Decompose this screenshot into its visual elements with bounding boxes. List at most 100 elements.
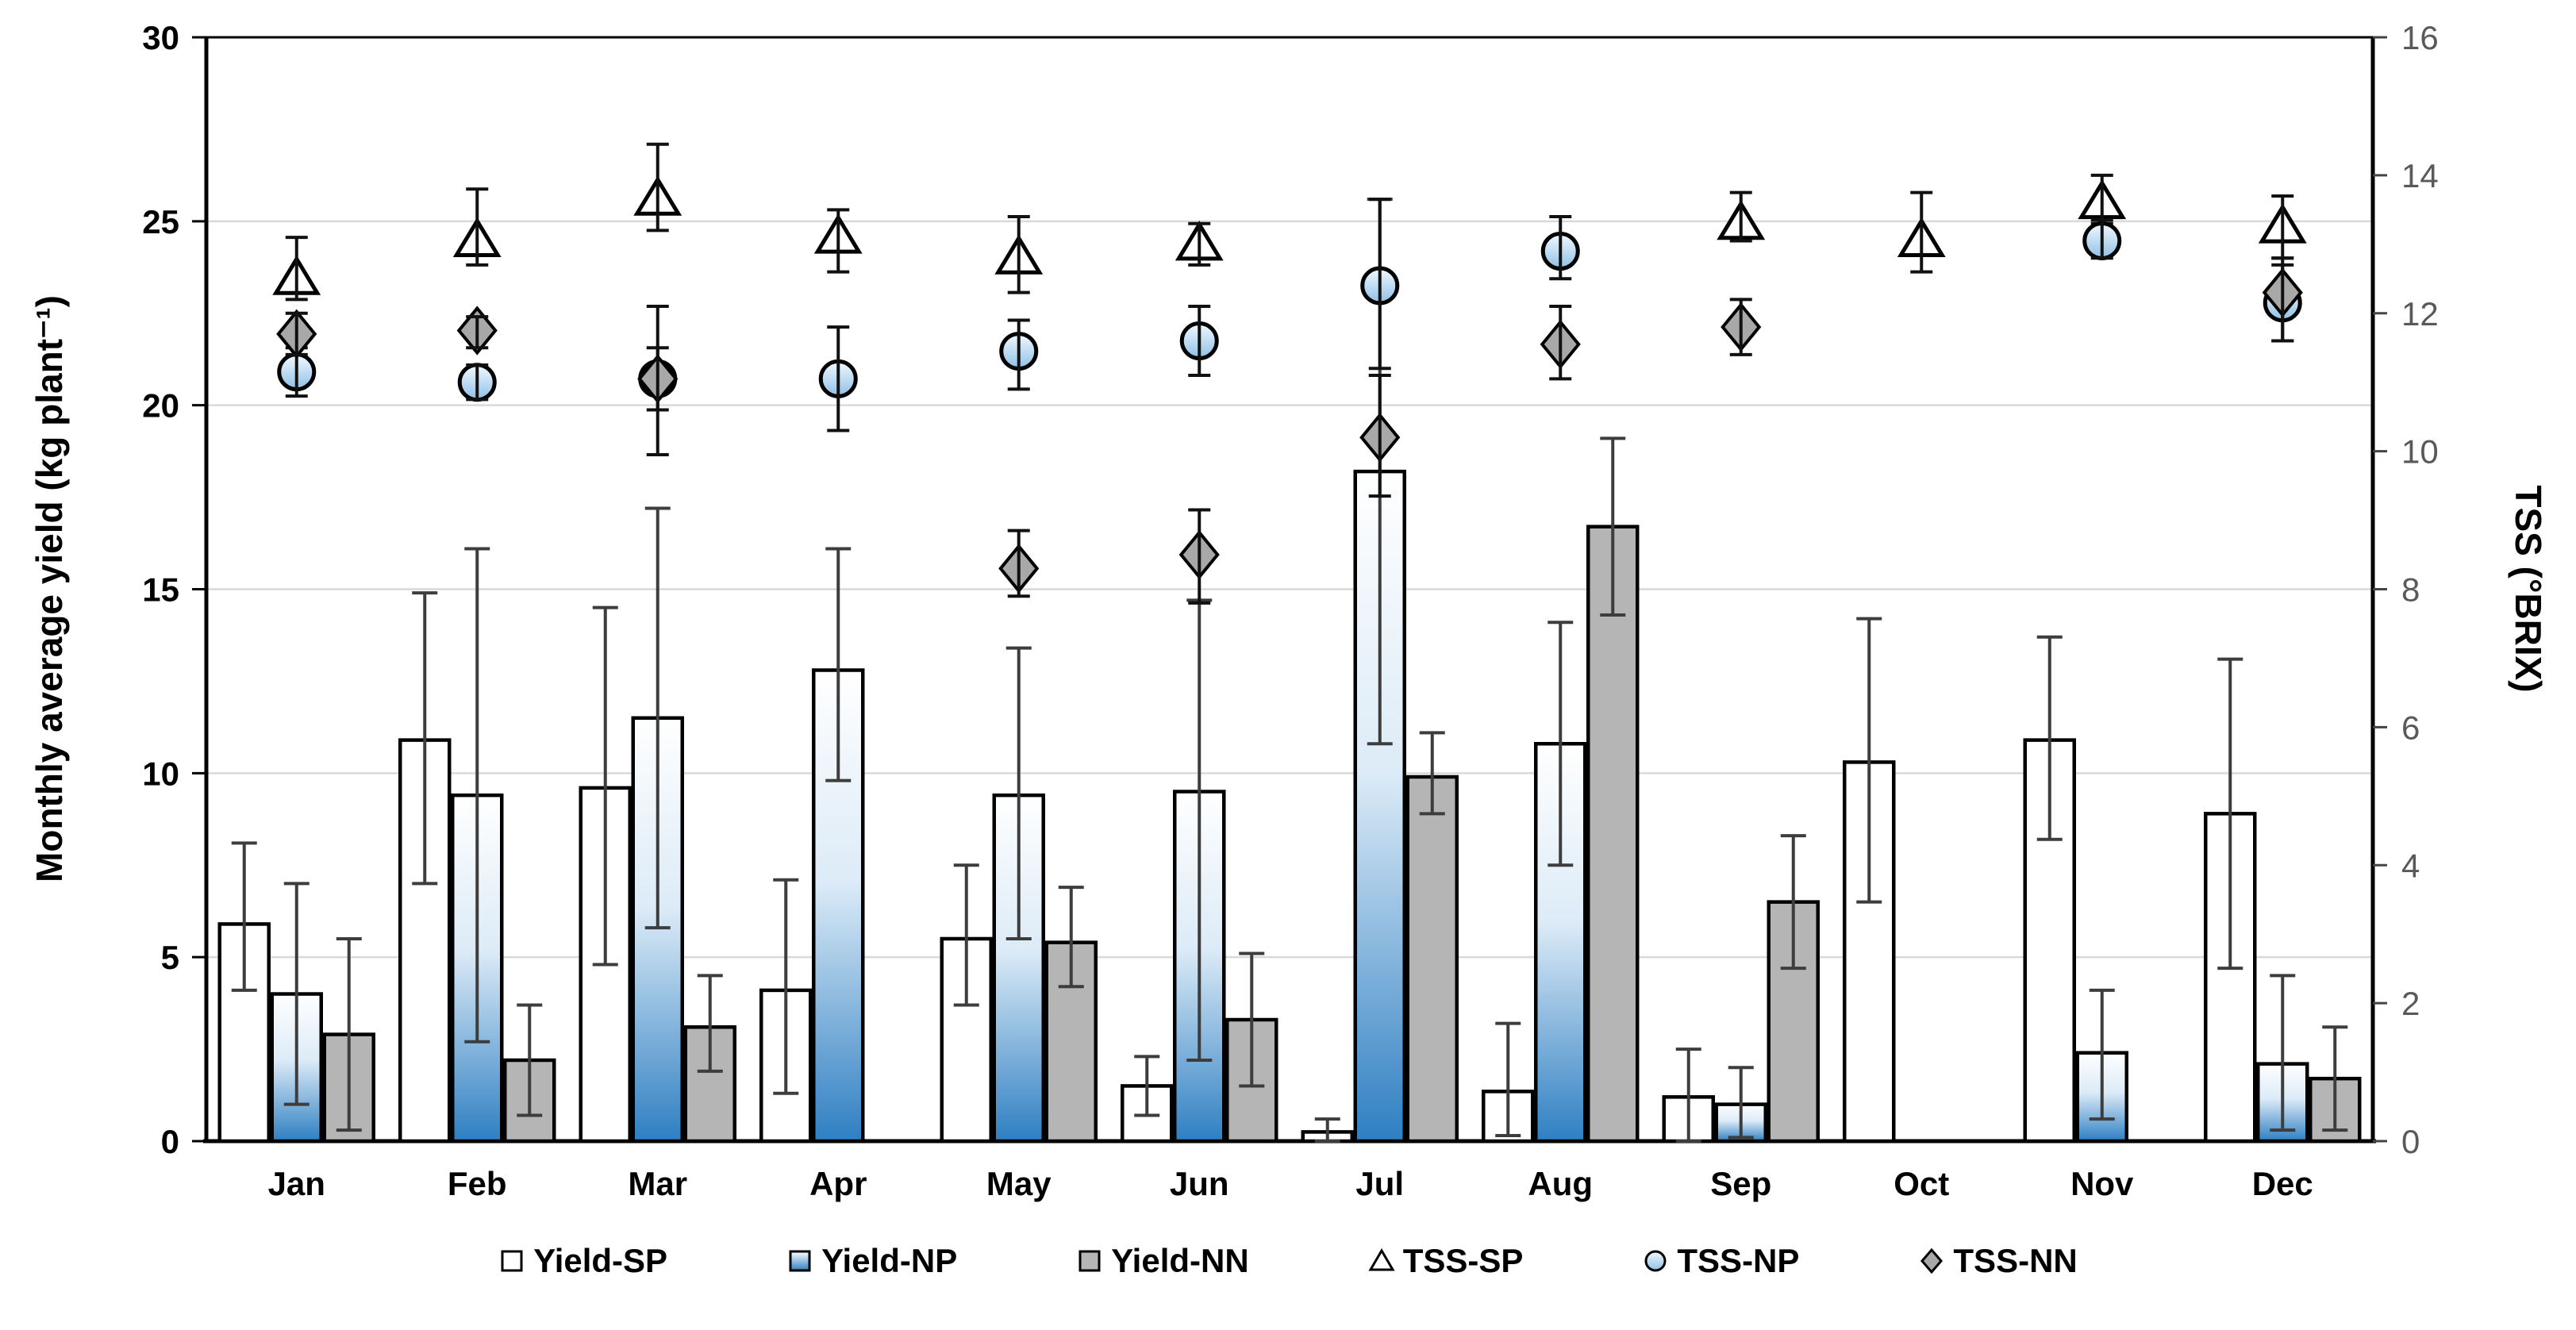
error-bar <box>231 841 257 992</box>
error-bar <box>1368 373 1391 498</box>
legend-circle-icon <box>1644 1250 1667 1272</box>
error-bar <box>697 974 723 1073</box>
left-axis-tick-label: 30 <box>142 19 179 56</box>
error-bar <box>1134 1055 1160 1117</box>
error-bar <box>283 882 310 1106</box>
error-bar <box>466 187 489 267</box>
error-bar <box>1548 621 1574 867</box>
legend-item-tss-nn: TSS-NN <box>1918 1242 2078 1280</box>
legend-label: Yield-SP <box>533 1242 668 1279</box>
error-bar <box>1729 190 1752 243</box>
right-axis-tick-label: 16 <box>2401 19 2439 56</box>
error-bar <box>1728 1066 1754 1140</box>
right-axis-tick-label: 14 <box>2401 157 2439 194</box>
error-bar <box>1495 1021 1521 1138</box>
error-bar <box>1729 298 1752 356</box>
x-axis-month-label: Jul <box>1355 1165 1404 1202</box>
error-bar <box>1239 951 1265 1088</box>
bar-yield-nn-aug <box>1586 525 1640 1144</box>
error-bar <box>1314 1117 1340 1143</box>
legend-label: Yield-NN <box>1111 1242 1249 1279</box>
error-bar <box>1549 305 1572 381</box>
error-bar <box>1780 834 1806 971</box>
error-bar <box>285 311 308 356</box>
legend-swatch-yield-np-icon <box>789 1250 811 1272</box>
left-axis-tick-label: 5 <box>161 939 179 976</box>
legend-diamond-icon <box>1920 1247 1944 1274</box>
legend-label: TSS-SP <box>1402 1242 1524 1279</box>
error-bar <box>2036 635 2063 841</box>
bar-yield-nn-sep <box>1767 900 1820 1144</box>
error-bar <box>1007 215 1030 294</box>
legend-item-tss-sp: TSS-SP <box>1368 1242 1524 1280</box>
error-bar <box>773 878 799 1095</box>
error-bar <box>466 315 489 350</box>
error-bar <box>1600 436 1626 617</box>
x-axis-month-label: Mar <box>628 1165 687 1202</box>
gridlines <box>206 220 2373 959</box>
right-axis-tick-label: 8 <box>2401 571 2420 609</box>
error-bar <box>1188 305 1211 377</box>
legend-triangle-icon <box>1368 1248 1395 1271</box>
x-axis-month-label: Jan <box>268 1165 325 1202</box>
x-axis-month-label: Feb <box>448 1165 507 1202</box>
legend-swatch-yield-sp-icon <box>501 1250 523 1272</box>
marker-series-tss-sp <box>272 175 2307 295</box>
right-axis-tick-label: 6 <box>2401 709 2420 746</box>
error-bar <box>2090 218 2113 260</box>
legend-label: TSS-NP <box>1677 1242 1800 1279</box>
error-bar <box>285 236 308 302</box>
marker-series-tss-np <box>277 221 2302 402</box>
error-bar <box>1419 731 1445 816</box>
x-axis-month-label: Aug <box>1528 1165 1593 1202</box>
error-bar <box>464 547 490 1044</box>
error-bar <box>953 863 979 1007</box>
error-bar <box>2322 1025 2348 1132</box>
legend-label: Yield-NP <box>821 1242 958 1279</box>
error-bar <box>1058 886 1084 989</box>
legend-label: TSS-NN <box>1953 1242 2078 1279</box>
right-axis-tick-label: 2 <box>2401 985 2420 1022</box>
error-bar <box>1188 508 1211 605</box>
error-bar <box>1910 190 1933 274</box>
error-bar <box>2217 657 2243 971</box>
error-bar <box>336 936 362 1132</box>
error-bar <box>2089 988 2115 1121</box>
left-axis-tick-label: 25 <box>142 203 179 240</box>
right-axis-tick-label: 12 <box>2401 295 2439 332</box>
error-bar <box>1856 617 1882 904</box>
error-bar <box>412 591 438 886</box>
error-bar <box>2270 974 2296 1132</box>
bar-series-yield-np <box>270 469 2309 1144</box>
legend-swatch-yield-nn-icon <box>1078 1250 1101 1272</box>
right-axis-tick-label: 4 <box>2401 847 2420 884</box>
right-axis-title: TSS (°BRIX) <box>2508 485 2549 693</box>
legend-item-tss-np: TSS-NP <box>1642 1242 1799 1280</box>
error-bar <box>1005 646 1032 940</box>
bar-yield-nn-jul <box>1405 775 1459 1144</box>
left-axis-tick-label: 10 <box>142 755 179 792</box>
error-bar <box>827 325 850 432</box>
error-bar <box>1007 529 1030 598</box>
legend-item-yield-nn: Yield-NN <box>1076 1242 1249 1280</box>
error-bar <box>646 305 669 456</box>
x-axis-month-label: Apr <box>809 1165 867 1202</box>
x-axis-month-label: Oct <box>1894 1165 1949 1202</box>
error-bar <box>825 547 852 782</box>
error-bar <box>466 363 489 402</box>
left-axis-tick-label: 20 <box>142 387 179 425</box>
error-bar <box>1188 221 1211 267</box>
x-axis-month-label: May <box>986 1165 1052 1202</box>
error-bar <box>517 1003 543 1117</box>
error-bar <box>644 506 671 930</box>
left-axis-tick-label: 0 <box>161 1123 179 1160</box>
legend-item-yield-sp: Yield-SP <box>498 1242 667 1280</box>
error-bar <box>2271 256 2294 343</box>
marker-series-tss-nn <box>276 267 2303 594</box>
right-axis-tick-label: 10 <box>2401 433 2439 471</box>
error-bar <box>1549 215 1572 281</box>
x-axis-month-label: Dec <box>2252 1165 2313 1202</box>
error-bar <box>1007 318 1030 391</box>
